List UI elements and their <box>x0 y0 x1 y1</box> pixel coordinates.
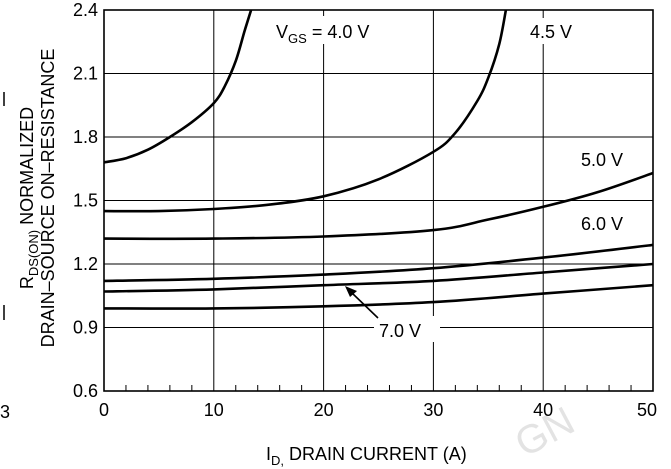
x-tick-label: 20 <box>314 400 334 420</box>
y-axis-title-line2: DRAIN–SOURCE ON–RESISTANCE <box>38 49 58 348</box>
vgs-label-bg <box>272 16 396 44</box>
label-5-0-bg <box>576 146 646 172</box>
label-6-0-bg <box>576 210 646 236</box>
label-4-5-bg <box>526 18 592 44</box>
label-6-0v: 6.0 V <box>581 214 623 234</box>
y-tick-label: 1.8 <box>73 127 98 147</box>
label-7-0v: 7.0 V <box>379 321 421 341</box>
y-tick-label: 1.2 <box>73 254 98 274</box>
series-line-5 <box>104 283 653 310</box>
label-7-0-bg <box>374 316 440 342</box>
x-tick-labels: 0 10 20 30 40 50 <box>99 400 657 420</box>
series-line-0 <box>104 10 253 164</box>
y-tick-label: 1.5 <box>73 191 98 211</box>
y-tick-label: 2.1 <box>73 64 98 84</box>
plot-frame <box>103 9 654 392</box>
x-axis-title: ID, DRAIN CURRENT (A) <box>266 444 467 468</box>
label-5-0v: 5.0 V <box>581 150 623 170</box>
series-line-2 <box>104 171 653 241</box>
left-edge-tick-fragment: 3 <box>0 402 10 422</box>
pointer-arrow-line <box>351 292 379 319</box>
grid <box>104 10 653 391</box>
label-vgs-4-0: VGS = 4.0 V <box>276 22 369 46</box>
pointer-arrow-head <box>345 286 357 297</box>
x-tick-label: 50 <box>637 400 657 420</box>
y-axis-title-line1: RDS(ON) NORMALIZED <box>17 107 41 289</box>
y-tick-labels: 0.6 0.9 1.2 1.5 1.8 2.1 2.4 <box>73 0 98 401</box>
x-tick-label: 40 <box>533 400 553 420</box>
y-tick-label: 0.9 <box>73 318 98 338</box>
y-tick-label: 2.4 <box>73 0 98 20</box>
series-line-1 <box>104 10 508 213</box>
series-line-4 <box>104 262 653 293</box>
y-tick-label: 0.6 <box>73 381 98 401</box>
x-tick-label: 0 <box>99 400 109 420</box>
curves <box>104 10 653 310</box>
x-tick-label: 30 <box>423 400 443 420</box>
label-4-5v: 4.5 V <box>530 22 572 42</box>
series-line-3 <box>104 243 653 283</box>
y-axis-title: RDS(ON) NORMALIZED DRAIN–SOURCE ON–RESIS… <box>17 49 58 348</box>
x-tick-label: 10 <box>204 400 224 420</box>
